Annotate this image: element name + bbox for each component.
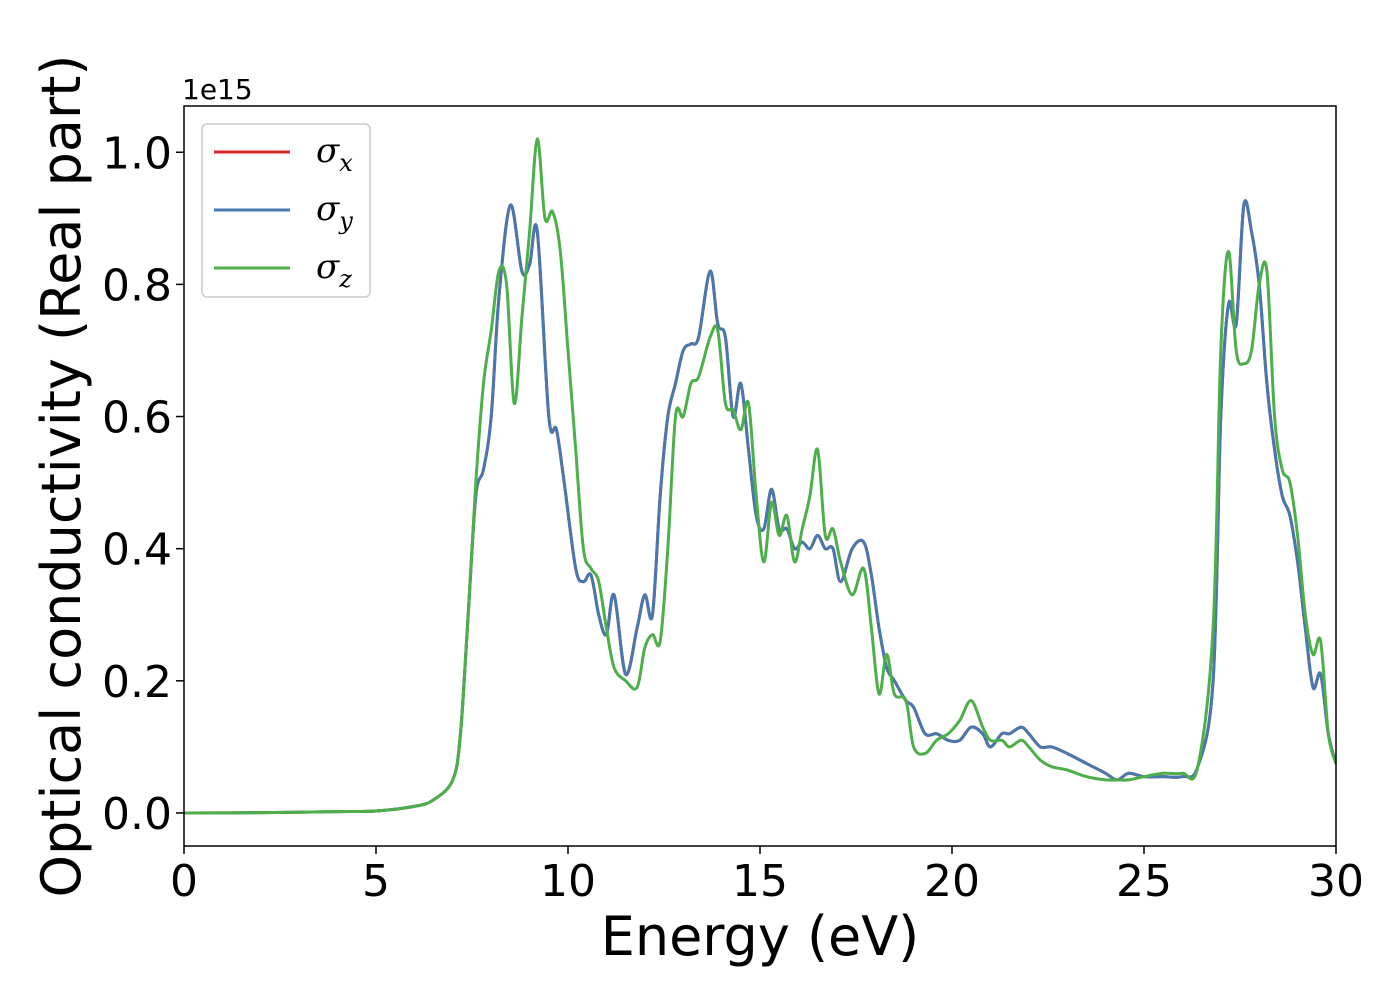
y-offset-label: 1e15 <box>182 73 253 106</box>
x-axis-ticks: 0 5 10 15 20 25 30 <box>170 846 1364 907</box>
x-tick-label: 15 <box>732 856 788 907</box>
x-tick-label: 10 <box>540 856 596 907</box>
y-axis-ticks: 0.0 0.2 0.4 0.6 0.8 1.0 <box>102 128 184 840</box>
series-lines <box>184 137 1336 815</box>
y-axis-title: Optical conductivity (Real part) <box>30 55 93 898</box>
y-tick-label: 0.8 <box>102 260 172 311</box>
series-line-z <box>184 137 1336 815</box>
x-tick-label: 0 <box>170 856 198 907</box>
x-tick-label: 30 <box>1308 856 1364 907</box>
y-tick-label: 0.0 <box>102 789 172 840</box>
x-tick-label: 5 <box>362 856 390 907</box>
series-line-y <box>184 199 1336 815</box>
y-tick-label: 0.6 <box>102 393 172 444</box>
x-axis-title: Energy (eV) <box>601 905 920 968</box>
x-tick-label: 25 <box>1116 856 1172 907</box>
y-tick-label: 1.0 <box>102 128 172 179</box>
y-tick-label: 0.2 <box>102 657 172 708</box>
x-tick-label: 20 <box>924 856 980 907</box>
y-tick-label: 0.4 <box>102 525 172 576</box>
